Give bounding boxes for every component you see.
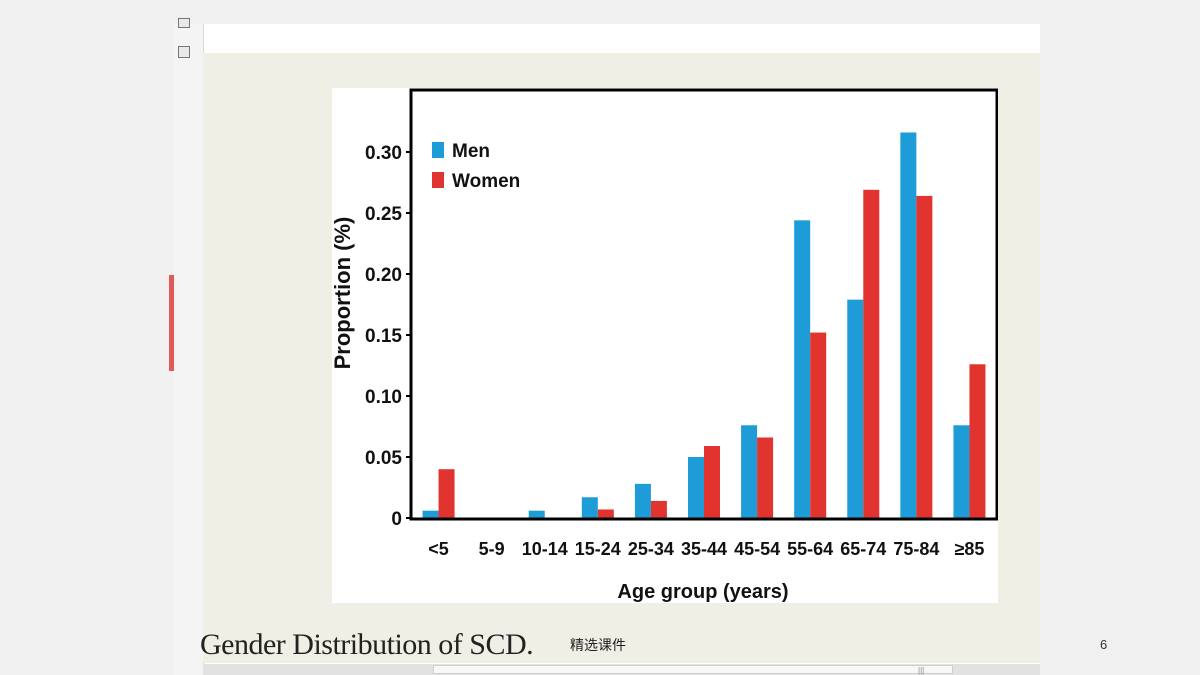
bar-men-2: [528, 510, 545, 518]
bar-women-3: [597, 509, 614, 518]
scrollbar-thumb[interactable]: |||: [433, 665, 953, 675]
export-icon[interactable]: [178, 46, 190, 58]
x-tick-label: 75-84: [893, 539, 939, 559]
page-number: 6: [1100, 637, 1108, 652]
bar-chart: 0 0.05 0.10 0.15 0.20 0.25 0.30 <5 5-9 10-14 15-2…: [332, 88, 998, 603]
bar-women-10: [969, 364, 986, 518]
plot-frame: [409, 88, 998, 521]
left-gutter: [173, 24, 204, 675]
bar-women-0: [438, 469, 455, 518]
x-axis-label: Age group (years): [617, 581, 788, 603]
x-tick-label: 15-24: [575, 539, 621, 559]
y-tick-label: 0.15: [365, 326, 402, 347]
bar-men-3: [581, 497, 598, 518]
legend-label-men: Men: [452, 141, 490, 162]
y-tick-label: 0.20: [365, 265, 402, 286]
bar-men-6: [741, 425, 758, 518]
x-tick-label: 65-74: [840, 539, 886, 559]
y-axis-label: Proportion (%): [332, 217, 355, 370]
legend-swatch-women: [432, 172, 444, 188]
bar-men-7: [794, 220, 811, 518]
chart-panel: 0 0.05 0.10 0.15 0.20 0.25 0.30 <5 5-9 10-14 15-2…: [332, 88, 998, 603]
y-tick-label: 0.25: [365, 204, 402, 225]
document-icon[interactable]: [178, 18, 190, 28]
bar-men-9: [900, 132, 917, 519]
bar-women-6: [757, 437, 774, 518]
bar-men-0: [422, 510, 439, 518]
bar-women-8: [863, 189, 880, 518]
horizontal-scrollbar[interactable]: |||: [203, 664, 1040, 675]
bar-women-9: [916, 195, 933, 519]
bar-men-5: [688, 457, 704, 518]
bar-men-4: [634, 483, 651, 518]
bar-women-4: [650, 500, 667, 518]
x-tick-label: ≥85: [955, 539, 985, 559]
sidebar-toggle-tab[interactable]: [169, 275, 174, 371]
x-tick-label: <5: [428, 539, 449, 559]
x-tick-label: 25-34: [628, 539, 674, 559]
x-tick-label: 45-54: [734, 539, 780, 559]
y-tick-label: 0: [391, 509, 402, 530]
x-tick-label: 55-64: [787, 539, 833, 559]
x-tick-label: 10-14: [522, 539, 568, 559]
bar-women-5: [704, 446, 720, 518]
bar-men-10: [953, 425, 970, 518]
bar-women-7: [810, 332, 827, 518]
x-tick-label: 5-9: [479, 539, 505, 559]
legend-label-women: Women: [452, 171, 520, 192]
legend-swatch-men: [432, 142, 444, 158]
y-tick-label: 0.30: [365, 143, 402, 164]
slide-caption: Gender Distribution of SCD.: [200, 628, 534, 661]
x-tick-label: 35-44: [681, 539, 727, 559]
bar-men-8: [847, 299, 864, 518]
footer-label: 精选课件: [570, 637, 626, 653]
grip-icon: |||: [918, 666, 925, 675]
y-tick-label: 0.10: [365, 387, 402, 408]
y-tick-label: 0.05: [365, 448, 402, 469]
